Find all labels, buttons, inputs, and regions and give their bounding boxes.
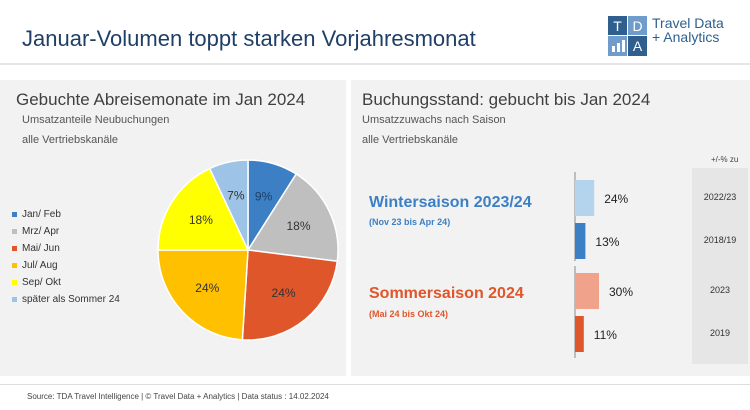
left-subtitle-line1: Umsatzanteile Neubuchungen xyxy=(22,114,170,126)
bar-value-1: 24% xyxy=(604,192,628,206)
bar-3 xyxy=(575,273,599,309)
compare-year-3: 2023 xyxy=(709,285,731,295)
pie-label-3: 24% xyxy=(272,286,296,300)
legend-item-2: Mrz/ Apr xyxy=(12,223,120,240)
pie-legend: Jan/ Feb Mrz/ Apr Mai/ Jun Jul/ Aug Sep/ Okt… xyxy=(12,206,120,308)
legend-label-6: später als Sommer 24 xyxy=(22,294,120,305)
legend-swatch-3 xyxy=(12,246,17,251)
left-panel-subtitle: Umsatzanteile Neubuchungen alle Vertrieb… xyxy=(22,112,169,148)
comparison-year-column xyxy=(692,168,748,364)
pie-slice-5 xyxy=(157,167,250,251)
pie-slice-4 xyxy=(157,249,249,341)
page-title: Januar-Volumen toppt starken Vorjahresmo… xyxy=(22,26,476,51)
footer-divider xyxy=(0,384,750,385)
legend-label-3: Mai/ Jun xyxy=(22,243,60,254)
legend-swatch-5 xyxy=(12,280,17,285)
pie-slice-6 xyxy=(208,159,249,251)
legend-label-5: Sep/ Okt xyxy=(22,277,61,288)
bar-value-4: 11% xyxy=(594,328,617,342)
compare-year-4: 2019 xyxy=(709,328,731,338)
logo-bar-1 xyxy=(612,46,615,52)
pie-label-1: 9% xyxy=(255,189,273,203)
pie-label-6: 7% xyxy=(227,189,245,203)
logo-bar-3 xyxy=(622,40,625,52)
pie-label-4: 24% xyxy=(195,281,219,295)
pie-label-5: 18% xyxy=(189,213,213,227)
legend-label-2: Mrz/ Apr xyxy=(22,226,60,237)
legend-item-6: später als Sommer 24 xyxy=(12,291,120,308)
legend-swatch-2 xyxy=(12,229,17,234)
bar-2 xyxy=(575,223,586,259)
legend-item-1: Jan/ Feb xyxy=(12,206,120,223)
pie-chart: 9% 18% 24% 24% 18% 7% xyxy=(157,159,339,341)
summer-season-subtitle: (Mai 24 bis Okt 24) xyxy=(369,309,449,319)
summer-season-title: Sommersaison 2024 xyxy=(369,285,524,302)
logo-letter-a: A xyxy=(633,38,643,54)
bar-value-3: 30% xyxy=(609,285,633,299)
left-subtitle-line2: alle Vertriebskanäle xyxy=(22,134,119,146)
compare-year-2: 2018/19 xyxy=(703,235,737,245)
pie-label-2: 18% xyxy=(286,219,310,233)
legend-swatch-6 xyxy=(12,297,17,302)
legend-swatch-4 xyxy=(12,263,17,268)
legend-item-5: Sep/ Okt xyxy=(12,274,120,291)
pie-slice-3 xyxy=(241,249,339,341)
right-subtitle-line1: Umsatzzuwachs nach Saison xyxy=(362,114,506,126)
right-subtitle-line2: alle Vertriebskanäle xyxy=(362,134,459,146)
comparison-header: +/-% zu xyxy=(711,155,739,164)
footer-source: Source: TDA Travel Intelligence | © Trav… xyxy=(27,392,329,401)
logo-text: Travel Data + Analytics xyxy=(652,16,724,44)
compare-year-1: 2022/23 xyxy=(703,192,737,202)
legend-label-4: Jul/ Aug xyxy=(22,260,58,271)
season-bar-chart: 24% 13% 30% 11% xyxy=(574,172,633,358)
bar-1 xyxy=(575,180,595,216)
left-panel-title: Gebuchte Abreisemonate im Jan 2024 xyxy=(16,90,306,109)
winter-season-title: Wintersaison 2023/24 xyxy=(369,194,532,211)
legend-item-3: Mai/ Jun xyxy=(12,240,120,257)
logo-bar-2 xyxy=(617,43,620,52)
logo-text-line2: + Analytics xyxy=(652,29,720,45)
logo-text-line1: Travel Data xyxy=(652,15,724,31)
header-divider xyxy=(0,63,750,65)
right-panel-subtitle: Umsatzzuwachs nach Saison alle Vertriebs… xyxy=(362,112,506,148)
legend-item-4: Jul/ Aug xyxy=(12,257,120,274)
tda-logo: T D A xyxy=(608,16,647,56)
legend-swatch-1 xyxy=(12,212,17,217)
pie-slice-2 xyxy=(246,172,339,263)
right-panel xyxy=(351,80,750,376)
right-panel-title: Buchungsstand: gebucht bis Jan 2024 xyxy=(362,90,651,109)
legend-label-1: Jan/ Feb xyxy=(22,209,61,220)
winter-season-subtitle: (Nov 23 bis Apr 24) xyxy=(369,217,451,227)
logo-letter-d: D xyxy=(632,18,642,34)
logo-letter-t: T xyxy=(613,18,622,34)
bar-value-2: 13% xyxy=(595,235,619,249)
bar-4 xyxy=(575,316,584,352)
